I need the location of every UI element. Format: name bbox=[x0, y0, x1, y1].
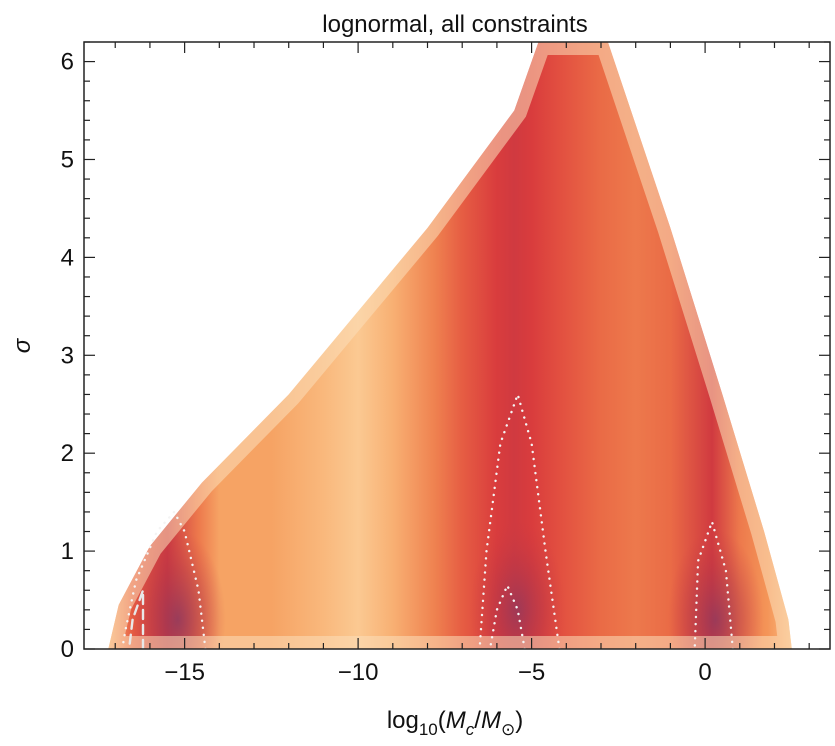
x-tick-label: −10 bbox=[338, 659, 379, 686]
y-tick-label: 4 bbox=[61, 244, 74, 271]
y-tick-label: 1 bbox=[61, 538, 74, 565]
plot-area bbox=[108, 42, 792, 649]
x-axis-title-den-sub: ⊙ bbox=[501, 720, 515, 739]
x-axis-title-num-sub: c bbox=[466, 720, 475, 739]
x-axis-title-close: ) bbox=[515, 707, 523, 734]
x-axis-title: log10(Mc/M⊙) bbox=[387, 707, 523, 739]
y-tick-label: 0 bbox=[61, 636, 74, 663]
contour-dotted-2 bbox=[488, 584, 526, 649]
x-axis-title-slash: / bbox=[474, 707, 481, 734]
x-axis-title-open: ( bbox=[438, 707, 446, 734]
y-tick-label: 3 bbox=[61, 342, 74, 369]
x-tick-label: 0 bbox=[698, 659, 711, 686]
contour-layer bbox=[121, 393, 734, 649]
contour-dashed-4 bbox=[127, 589, 145, 649]
contour-dotted-1 bbox=[478, 393, 561, 649]
x-axis-ticks: −15 −10 −5 0 bbox=[114, 42, 810, 686]
x-axis-title-prefix: log bbox=[387, 707, 419, 734]
x-axis-title-den: M bbox=[481, 707, 501, 734]
heat-hotspot-1 bbox=[469, 519, 566, 649]
heat-region bbox=[108, 42, 792, 649]
x-tick-label: −5 bbox=[518, 659, 545, 686]
x-axis-title-sub: 10 bbox=[419, 720, 438, 739]
contour-dotted-0 bbox=[121, 510, 207, 649]
heat-hotspot-0 bbox=[129, 529, 226, 649]
y-tick-label: 6 bbox=[61, 49, 74, 76]
y-axis-title: σ bbox=[9, 337, 36, 353]
x-tick-label: −15 bbox=[164, 659, 205, 686]
plot-frame bbox=[83, 41, 831, 650]
y-tick-label: 2 bbox=[61, 440, 74, 467]
heat-hotspot-2 bbox=[667, 529, 764, 649]
y-tick-label: 5 bbox=[61, 146, 74, 173]
chart-title: lognormal, all constraints bbox=[322, 11, 587, 38]
x-axis-title-num: M bbox=[446, 707, 466, 734]
y-axis-ticks: 0 1 2 3 4 5 6 bbox=[61, 41, 830, 663]
